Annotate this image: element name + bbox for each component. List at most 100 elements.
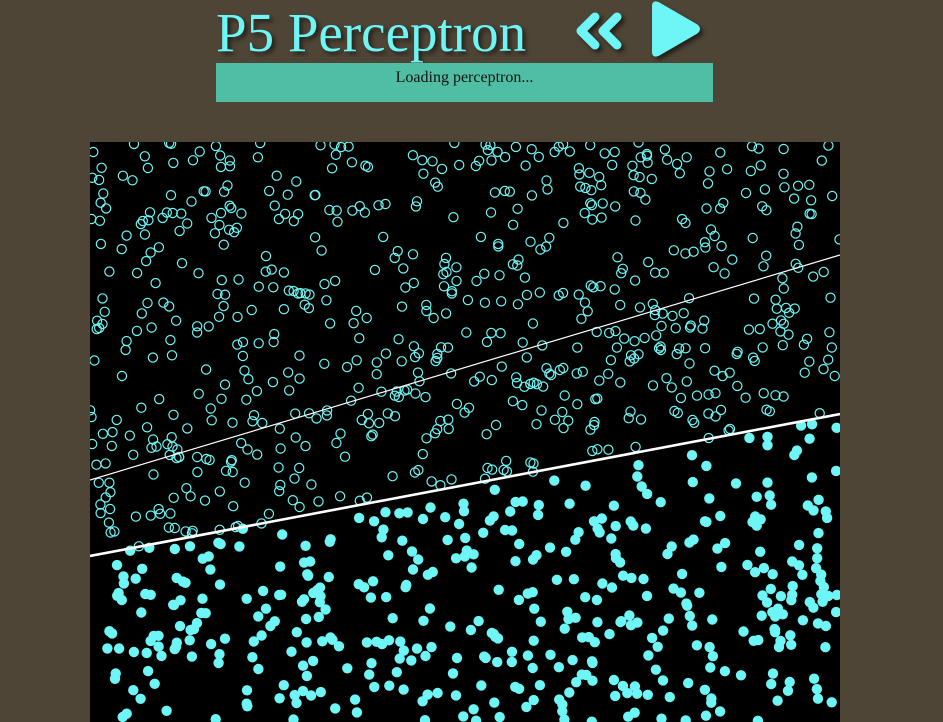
training-point [669,405,680,417]
training-point [545,649,556,660]
training-point [553,662,565,673]
training-point [714,706,726,717]
training-point [167,207,178,219]
training-point [367,429,378,440]
training-point [573,163,585,174]
training-point [614,557,626,568]
training-point [498,464,509,476]
training-point [511,372,522,383]
training-point [400,282,411,293]
training-point [625,516,636,527]
training-point [482,144,493,156]
play-button[interactable] [646,0,704,60]
training-point [227,501,239,512]
training-point [804,208,815,219]
training-point [783,307,795,318]
training-point [286,646,297,657]
training-point [567,654,578,666]
training-point [702,178,714,189]
training-point [538,381,549,392]
training-point [770,294,781,305]
training-point [263,185,275,197]
training-point [493,241,504,252]
training-point [587,657,598,669]
training-point [432,687,443,699]
training-point [777,273,788,284]
training-point [332,216,343,228]
training-point [663,613,674,624]
training-point [551,574,563,585]
training-point [684,537,695,548]
training-point [666,541,677,552]
training-point [629,275,641,286]
training-point [751,491,762,502]
training-point [604,628,615,640]
training-point [624,610,635,621]
training-point [168,492,179,503]
training-point [302,569,313,580]
training-point [708,261,719,273]
training-point [453,518,465,530]
training-point [305,690,317,701]
training-point [300,613,312,625]
training-point [380,507,391,518]
training-point [683,677,694,689]
training-point [194,146,205,157]
training-point [610,690,621,702]
perceptron-canvas[interactable] [90,142,840,722]
training-point [685,320,697,331]
training-point [219,633,231,644]
training-point [485,142,496,151]
training-point [149,678,160,689]
training-point [680,343,691,354]
training-point [191,327,203,338]
training-point [268,336,279,348]
training-point [153,503,164,515]
training-point [294,350,305,361]
training-point [797,615,809,626]
training-point [661,372,672,384]
training-point [703,389,714,400]
training-point [558,422,569,434]
training-point [128,142,140,150]
training-point [424,603,436,614]
training-point [517,496,528,507]
training-point [432,352,443,364]
training-point [204,454,215,466]
training-point [619,333,630,344]
training-point [140,255,152,267]
training-point [95,197,106,208]
training-point [359,207,370,218]
training-point [527,554,539,565]
training-point [820,642,831,653]
training-point [461,545,472,556]
training-point [596,212,607,223]
training-point [536,405,547,416]
training-point [203,551,214,562]
training-point [382,408,393,419]
training-point [90,411,97,423]
status-text: Loading perceptron... [395,69,534,86]
training-point [255,142,266,149]
training-point [471,275,482,287]
training-point [473,155,485,166]
training-point [139,229,151,240]
training-point [182,423,193,434]
training-point [818,266,829,278]
training-point [461,327,472,338]
training-point [166,350,178,361]
training-point [615,377,626,388]
training-point [410,201,422,212]
training-point [186,651,198,662]
training-point [214,219,225,231]
training-point [144,207,156,218]
training-point [689,417,700,428]
training-point [106,628,118,639]
training-point [655,344,667,356]
training-point [777,609,788,620]
training-point [499,185,510,197]
training-point [306,479,317,490]
rewind-button[interactable] [573,12,625,50]
training-point [205,564,216,575]
training-point [242,701,253,712]
